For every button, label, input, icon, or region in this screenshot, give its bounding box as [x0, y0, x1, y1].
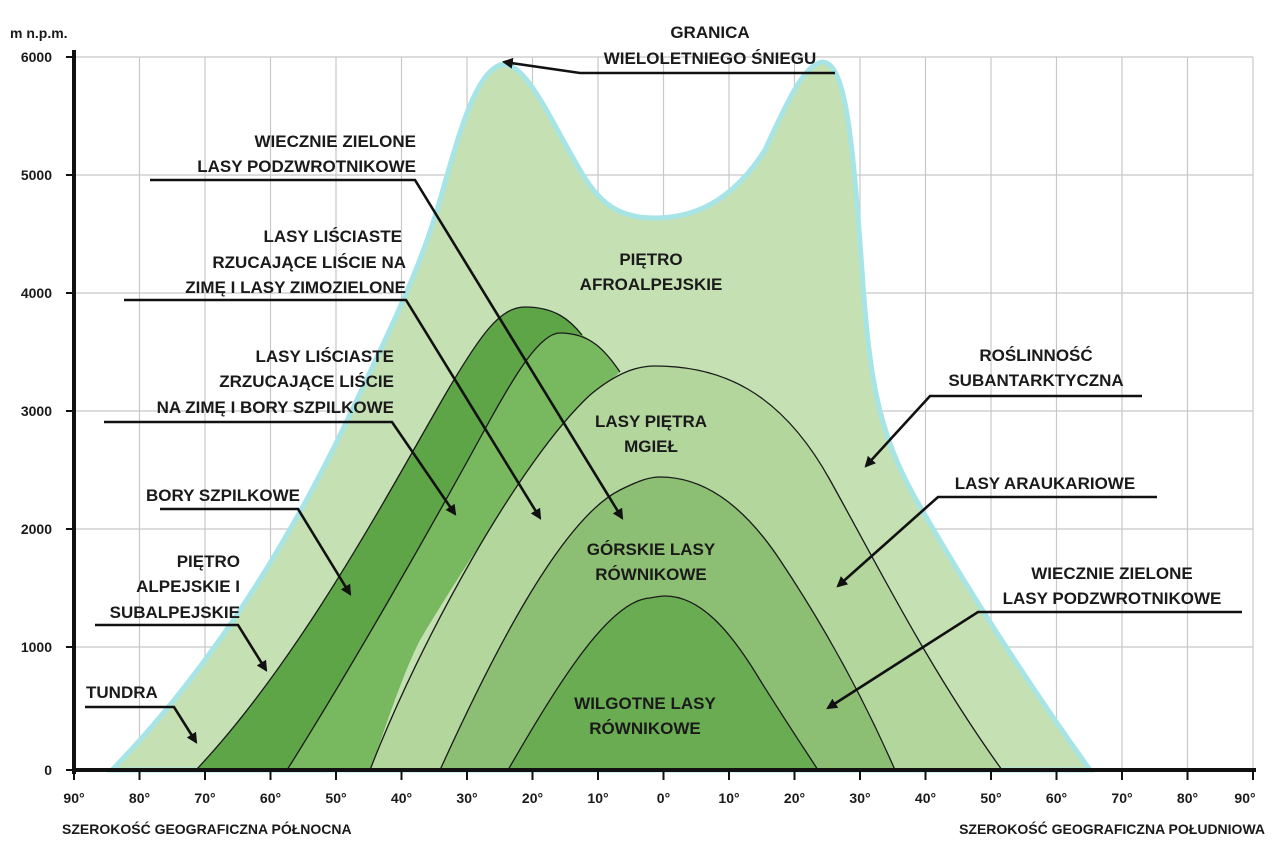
zone-label-montane: RÓWNIKOWE — [595, 565, 706, 584]
y-tick-label: 1000 — [21, 639, 52, 655]
callout-snowline: WIELOLETNIEGO ŚNIEGU — [604, 49, 817, 68]
callout-alpine: SUBALPEJSKIE — [110, 603, 240, 622]
x-tick-label: 30° — [456, 790, 477, 806]
x-tick-label: 90° — [1234, 790, 1255, 806]
x-tick-label: 40° — [391, 790, 412, 806]
araucaria-arrow — [836, 495, 1157, 588]
callout-snowline: GRANICA — [670, 23, 749, 42]
callout-evergreen-north: LASY PODZWROTNIKOWE — [197, 157, 416, 176]
callout-deciduous-coniferous: NA ZIMĘ I BORY SZPILKOWE — [157, 398, 394, 417]
coniferous-arrow — [160, 507, 352, 596]
zone-label-lowland: WILGOTNE LASY — [574, 694, 716, 713]
x-tick-label: 90° — [63, 790, 84, 806]
callout-alpine: ALPEJSKIE I — [136, 577, 240, 596]
evergreen-south-arrow — [826, 610, 1242, 710]
callout-deciduous-coniferous: ZRZUCAJĄCE LIŚCIE — [219, 372, 394, 391]
y-tick-label: 5000 — [21, 167, 52, 183]
callout-coniferous: BORY SZPILKOWE — [146, 486, 300, 505]
deciduous-semi-arrow — [124, 298, 542, 520]
callout-araucaria: LASY ARAUKARIOWE — [955, 474, 1135, 493]
x-tick-label: 20° — [522, 790, 543, 806]
x-tick-label: 20° — [784, 790, 805, 806]
alpine-arrow — [95, 623, 268, 672]
callout-evergreen-north: WIECZNIE ZIELONE — [255, 132, 417, 151]
y-tick-label: 3000 — [21, 403, 52, 419]
x-tick-label: 70° — [194, 790, 215, 806]
x-tick-label: 10° — [718, 790, 739, 806]
y-tick-label: 2000 — [21, 521, 52, 537]
callout-subantarctic: ROŚLINNOŚĆ — [979, 346, 1092, 365]
x-tick-label: 10° — [587, 790, 608, 806]
callout-deciduous-semi: RZUCAJĄCE LIŚCIE NA — [212, 253, 406, 272]
y-tick-label: 6000 — [21, 49, 52, 65]
x-axis-caption-north: SZEROKOŚĆ GEOGRAFICZNA PÓŁNOCNA — [62, 820, 352, 837]
x-axis-caption-south: SZEROKOŚĆ GEOGRAFICZNA POŁUDNIOWA — [959, 820, 1265, 837]
deciduous-coniferous-arrow — [104, 420, 457, 516]
x-tick-label: 30° — [849, 790, 870, 806]
zone-label-cloud-forest: LASY PIĘTRA — [595, 412, 707, 431]
callout-alpine: PIĘTRO — [177, 552, 240, 571]
tundra-arrow — [85, 705, 198, 744]
x-tick-label: 40° — [915, 790, 936, 806]
x-tick-label: 70° — [1111, 790, 1132, 806]
x-tick-label: 0° — [657, 790, 670, 806]
zone-label-montane: GÓRSKIE LASY — [587, 540, 716, 559]
x-tick-label: 60° — [260, 790, 281, 806]
zone-label-cloud-forest: MGIEŁ — [624, 437, 678, 456]
evergreen-north-arrow — [150, 178, 624, 520]
zone-label-afroalpine: PIĘTRO — [619, 250, 682, 269]
callout-evergreen-south: WIECZNIE ZIELONE — [1031, 564, 1193, 583]
callout-deciduous-semi: ZIMĘ I LASY ZIMOZIELONE — [185, 278, 406, 297]
subantarctic-arrow — [864, 394, 1142, 468]
x-tick-label: 50° — [325, 790, 346, 806]
zone-label-afroalpine: AFROALPEJSKIE — [580, 275, 723, 294]
axes — [66, 50, 1256, 780]
y-tick-label: 4000 — [21, 285, 52, 301]
x-tick-label: 80° — [1177, 790, 1198, 806]
snowline-arrow — [501, 57, 835, 75]
y-axis-unit: m n.p.m. — [10, 25, 68, 41]
callout-deciduous-semi: LASY LIŚCIASTE — [263, 227, 402, 246]
callout-deciduous-coniferous: LASY LIŚCIASTE — [255, 347, 394, 366]
x-tick-label: 80° — [129, 790, 150, 806]
y-tick-label: 0 — [44, 762, 52, 778]
deciduous-band — [287, 333, 620, 770]
x-tick-label: 60° — [1046, 790, 1067, 806]
zone-label-lowland: RÓWNIKOWE — [589, 719, 700, 738]
callout-tundra: TUNDRA — [86, 683, 158, 702]
x-tick-label: 50° — [980, 790, 1001, 806]
callout-evergreen-south: LASY PODZWROTNIKOWE — [1003, 589, 1222, 608]
lowland-forest-zone — [508, 596, 818, 770]
callout-subantarctic: SUBANTARKTYCZNA — [948, 371, 1123, 390]
